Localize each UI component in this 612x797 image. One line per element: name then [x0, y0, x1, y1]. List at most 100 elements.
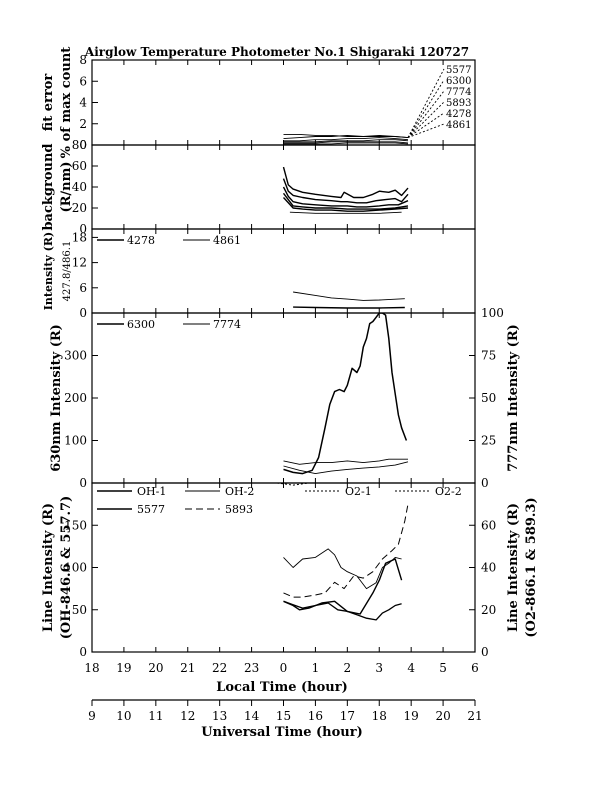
y-tick-label: 100: [64, 434, 87, 448]
local-time-tick: 6: [471, 661, 479, 675]
y-tick-label: 2: [79, 117, 87, 131]
y-axis-label-2: % of max count: [59, 47, 74, 159]
fit-fan-line: [407, 90, 445, 138]
universal-time-tick: 12: [180, 709, 195, 723]
y-axis-label: fit error: [41, 74, 56, 132]
fit-fan-label: 4278: [446, 109, 471, 120]
series-line-fit-4861: [283, 142, 409, 145]
fit-fan-line: [407, 123, 445, 138]
y-tick-label: 200: [64, 391, 87, 405]
series-line-red-6300: [283, 313, 408, 475]
figure-title: Airglow Temperature Photometer No.1 Shig…: [84, 45, 469, 59]
series-line-line-OH-1: [283, 600, 402, 621]
legend-label: 7774: [213, 318, 241, 331]
y-tick-label: 0: [79, 645, 87, 659]
legend-label: 5893: [225, 503, 253, 516]
series-line-fit-6300: [283, 134, 409, 140]
local-time-tick: 4: [407, 661, 415, 675]
fit-fan-line: [407, 79, 445, 138]
series-line-line-5577: [283, 558, 403, 615]
y-tick-label: 6: [79, 281, 87, 295]
y-right-axis-label: Line Intensity (R): [506, 503, 521, 632]
series-line-line-O2-1: [277, 483, 310, 486]
y-right-tick-label: 40: [481, 561, 496, 575]
legend-label: O2-1: [345, 485, 372, 498]
y-right-tick-label: 20: [481, 603, 496, 617]
universal-time-tick: 17: [340, 709, 355, 723]
fit-fan-label: 5893: [446, 98, 471, 109]
universal-time-tick: 11: [148, 709, 163, 723]
y-right-axis-label-2: (O2-866.1 & 589.3): [524, 497, 539, 637]
y-axis-label-2: (R/nm): [59, 161, 74, 212]
fit-fan-label: 7774: [446, 87, 471, 98]
series-line-red-6300-lower: [283, 461, 409, 475]
y-axis-label-2: (OH-846.6 & 557.7): [59, 496, 74, 640]
y-tick-label: 300: [64, 349, 87, 363]
universal-time-tick: 15: [276, 709, 291, 723]
y-right-tick-label: 0: [481, 476, 489, 490]
series-line-bg-bg-c: [282, 186, 409, 208]
series-line-blue-4278: [293, 306, 405, 309]
panel-frame-fit: [91, 59, 476, 146]
y-axis-label-2: 427.8/486.1: [62, 241, 73, 302]
fit-fan-line: [407, 101, 445, 138]
series-line-bg-bg-f: [289, 211, 402, 214]
y-right-tick-label: 25: [481, 434, 496, 448]
local-time-tick: 19: [116, 661, 131, 675]
y-tick-label: 50: [72, 603, 87, 617]
fit-fan-label: 6300: [446, 76, 471, 87]
series-line-bg-bg-b: [282, 178, 409, 204]
y-tick-label: 100: [64, 561, 87, 575]
y-tick-label: 40: [72, 180, 87, 194]
universal-time-tick: 21: [467, 709, 482, 723]
panel-frame-red: [91, 312, 476, 484]
local-time-tick: 23: [244, 661, 259, 675]
local-time-label: Local Time (hour): [216, 680, 348, 695]
universal-time-tick: 14: [244, 709, 260, 723]
y-tick-label: 0: [79, 306, 87, 320]
universal-time-label: Universal Time (hour): [201, 725, 363, 740]
y-tick-label: 20: [72, 201, 87, 215]
y-right-tick-label: 100: [481, 306, 504, 320]
y-tick-label: 60: [72, 159, 87, 173]
y-tick-label: 150: [64, 518, 87, 532]
series-line-red-7774: [283, 458, 408, 465]
legend-label: 5577: [137, 503, 165, 516]
y-axis-label: 630nm Intensity (R): [49, 324, 64, 472]
series-line-fit-5893: [283, 139, 409, 143]
legend-label: 4861: [213, 234, 241, 247]
universal-time-tick: 19: [404, 709, 419, 723]
fit-fan-label: 5577: [446, 65, 471, 76]
y-right-tick-label: 50: [481, 391, 496, 405]
universal-time-tick: 9: [88, 709, 96, 723]
y-axis-label: Line Intensity (R): [41, 503, 56, 632]
series-line-fit-7774: [283, 137, 409, 142]
y-tick-label: 18: [72, 230, 87, 244]
legend-label: O2-2: [435, 485, 462, 498]
y-tick-label: 0: [79, 138, 87, 152]
fit-fan-line: [407, 112, 445, 138]
legend-label: 6300: [127, 318, 155, 331]
series-line-bg-bg-d: [282, 192, 409, 210]
universal-time-tick: 20: [435, 709, 450, 723]
y-tick-label: 0: [79, 222, 87, 236]
local-time-tick: 18: [84, 661, 99, 675]
y-right-tick-label: 0: [481, 645, 489, 659]
y-tick-label: 8: [79, 53, 87, 67]
y-tick-label: 12: [72, 256, 87, 270]
y-right-axis-label: 777nm Intensity (R): [506, 324, 521, 472]
universal-time-tick: 13: [212, 709, 227, 723]
series-line-fit-4278: [283, 141, 409, 144]
local-time-tick: 2: [344, 661, 352, 675]
y-axis-label: Intensity (R): [42, 232, 55, 310]
local-time-tick: 20: [148, 661, 163, 675]
legend-label: 4278: [127, 234, 155, 247]
series-line-line-5893: [283, 504, 409, 598]
legend-label: OH-2: [225, 485, 254, 498]
local-time-tick: 3: [375, 661, 383, 675]
local-time-tick: 5: [439, 661, 447, 675]
y-tick-label: 80: [72, 138, 87, 152]
series-line-blue-4861: [293, 291, 405, 301]
